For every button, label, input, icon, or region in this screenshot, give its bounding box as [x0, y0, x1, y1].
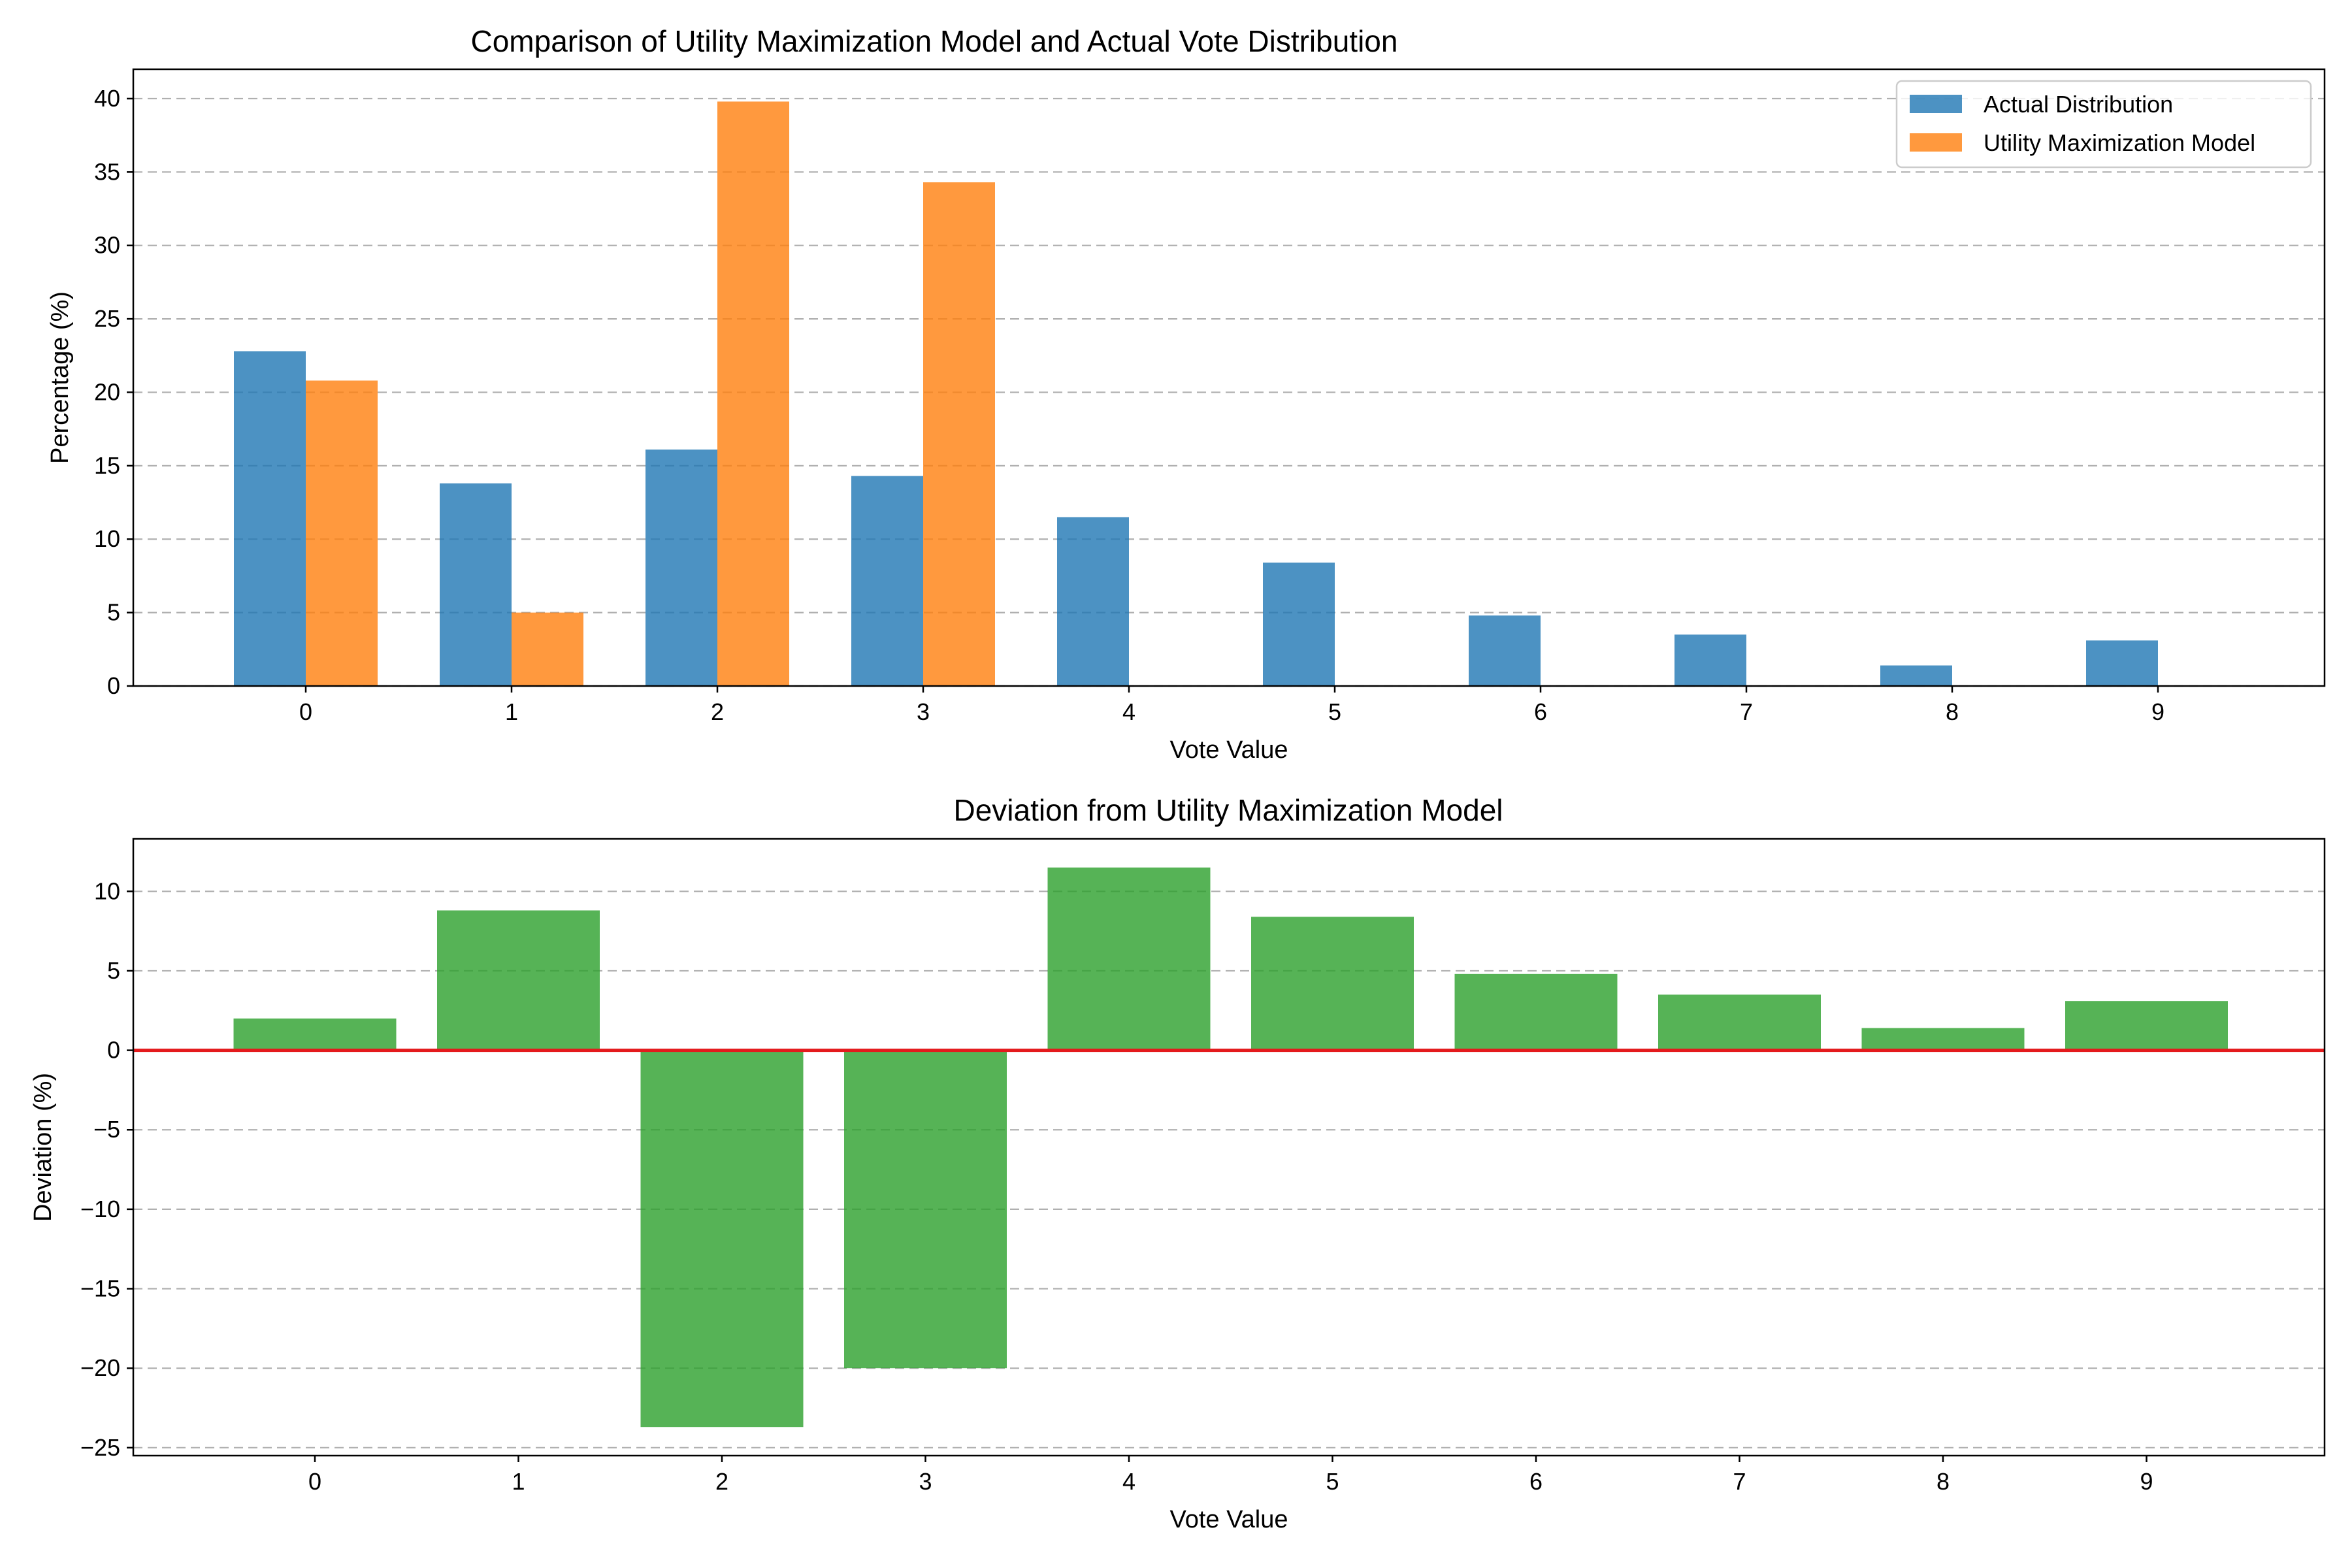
top-x-tick-label: 8	[1946, 698, 1959, 725]
bar-model-2	[717, 101, 789, 686]
top-y-tick-label: 10	[94, 525, 120, 552]
bottom-y-tick-label: −5	[93, 1116, 120, 1143]
top-y-tick-label: 40	[94, 85, 120, 112]
bottom-x-tick-label: 4	[1122, 1468, 1135, 1495]
bar-model-0	[306, 380, 378, 686]
deviation-bar-6	[1454, 973, 1618, 1051]
top-x-tick-label: 4	[1122, 698, 1135, 725]
bottom-x-tick-label: 0	[308, 1468, 321, 1495]
top-y-tick-label: 5	[107, 599, 120, 626]
legend-swatch-actual	[1910, 95, 1962, 113]
deviation-bar-4	[1047, 867, 1211, 1051]
top-chart-title: Comparison of Utility Maximization Model…	[471, 24, 1398, 58]
bar-actual-4	[1057, 517, 1129, 686]
bar-actual-8	[1880, 665, 1952, 686]
bar-actual-1	[440, 483, 512, 686]
bottom-y-tick-label: −25	[80, 1434, 120, 1461]
top-plot-frame	[132, 68, 2326, 687]
top-y-tick-label: 15	[94, 452, 120, 479]
bottom-y-ticks: −25 −20 −15 −10 −5 0 5 10	[80, 877, 133, 1461]
legend-swatch-model	[1910, 133, 1962, 152]
deviation-bar-0	[233, 1018, 397, 1051]
deviation-bar-2	[640, 1050, 804, 1428]
deviation-bar-5	[1251, 917, 1414, 1051]
top-x-tick-label: 3	[917, 698, 930, 725]
top-x-tick-label: 2	[711, 698, 724, 725]
top-y-tick-label: 0	[107, 672, 120, 699]
legend-label-model: Utility Maximization Model	[1984, 129, 2255, 156]
bottom-y-axis-label: Deviation (%)	[29, 1073, 57, 1222]
deviation-bar-3	[844, 1050, 1007, 1369]
top-x-tick-label: 5	[1328, 698, 1341, 725]
bottom-x-ticks: 0 1 2 3 4 5 6 7 8 9	[308, 1456, 2153, 1495]
bottom-y-tick-label: 5	[107, 957, 120, 984]
bottom-x-axis-label: Vote Value	[1169, 1506, 1288, 1533]
top-y-tick-label: 25	[94, 305, 120, 332]
top-x-tick-label: 9	[2151, 698, 2164, 725]
bottom-y-tick-label: 10	[94, 877, 120, 904]
deviation-bar-9	[2065, 1001, 2228, 1051]
bottom-x-tick-label: 2	[715, 1468, 728, 1495]
bar-actual-2	[645, 449, 717, 686]
top-chart-panel: Comparison of Utility Maximization Model…	[46, 24, 2326, 764]
bottom-plot-frame	[132, 838, 2326, 1457]
bottom-bars	[233, 867, 2228, 1428]
bar-actual-9	[2086, 640, 2158, 686]
bottom-x-tick-label: 3	[919, 1468, 932, 1495]
bottom-x-tick-label: 7	[1733, 1468, 1746, 1495]
legend-frame	[1895, 80, 2312, 169]
legend-label-actual: Actual Distribution	[1984, 91, 2173, 118]
legend: Actual Distribution Utility Maximization…	[1895, 80, 2312, 169]
bottom-chart-panel: Deviation from Utility Maximization Mode…	[29, 793, 2326, 1533]
top-x-ticks: 0 1 2 3 4 5 6 7 8 9	[299, 686, 2164, 725]
bar-model-1	[512, 612, 583, 686]
top-y-tick-label: 30	[94, 232, 120, 259]
bottom-x-tick-label: 6	[1529, 1468, 1543, 1495]
bottom-y-tick-label: −10	[80, 1196, 120, 1222]
bottom-y-tick-label: 0	[107, 1037, 120, 1064]
bottom-x-tick-label: 8	[1936, 1468, 1950, 1495]
bar-actual-3	[851, 476, 923, 686]
deviation-bar-8	[1861, 1028, 2025, 1051]
bar-actual-6	[1469, 615, 1541, 686]
bottom-y-tick-label: −20	[80, 1354, 120, 1381]
bottom-y-tick-label: −15	[80, 1275, 120, 1302]
top-x-tick-label: 1	[505, 698, 518, 725]
deviation-bar-7	[1658, 994, 1821, 1051]
deviation-bar-1	[437, 910, 600, 1051]
bar-actual-0	[234, 351, 306, 686]
top-y-tick-label: 35	[94, 158, 120, 185]
bottom-gridlines	[133, 890, 2325, 1448]
top-y-tick-label: 20	[94, 378, 120, 405]
bottom-x-tick-label: 5	[1326, 1468, 1339, 1495]
bar-model-3	[923, 182, 995, 687]
top-y-ticks: 0 5 10 15 20 25 30 35 40	[94, 85, 133, 699]
top-x-tick-label: 0	[299, 698, 312, 725]
top-y-axis-label: Percentage (%)	[46, 291, 74, 464]
bottom-x-tick-label: 1	[512, 1468, 525, 1495]
top-x-axis-label: Vote Value	[1169, 736, 1288, 764]
bar-actual-7	[1674, 634, 1746, 686]
bottom-chart-title: Deviation from Utility Maximization Mode…	[953, 793, 1503, 827]
bar-actual-5	[1263, 563, 1335, 686]
top-x-tick-label: 7	[1740, 698, 1753, 725]
top-x-tick-label: 6	[1534, 698, 1547, 725]
bottom-x-tick-label: 9	[2140, 1468, 2153, 1495]
top-bars	[234, 101, 2158, 687]
